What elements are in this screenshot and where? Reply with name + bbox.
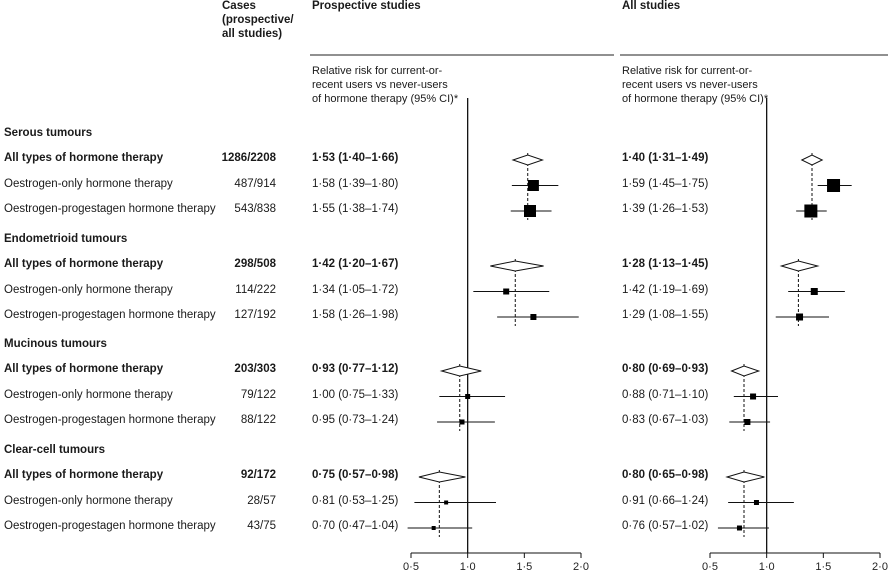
all-summary-diamond [779, 260, 820, 272]
all-studies-rr-ci-text: 0·88 (0·71–1·10) [622, 388, 709, 401]
all-studies-rr-ci-text: 1·42 (1·19–1·69) [622, 283, 709, 296]
cases-column-header: Cases (prospective/ all studies) [222, 0, 294, 40]
all-studies-rr-ci-text: 1·39 (1·26–1·53) [622, 203, 709, 215]
prosp-x-tick-label: 2·0 [573, 561, 589, 572]
row-label: Oestrogen-progestagen hormone therapy [4, 414, 216, 426]
prospective-rr-ci-text: 0·81 (0·53–1·25) [312, 494, 399, 507]
section-title: Serous tumours [4, 127, 93, 139]
all-studies-rr-ci-text: 0·80 (0·69–0·93) [622, 363, 709, 375]
prosp-point-estimate-square [527, 180, 539, 191]
prospective-rr-label: Relative risk for current-or- recent use… [312, 65, 459, 105]
row-label: Oestrogen-progestagen hormone therapy [4, 203, 216, 215]
row-label: Oestrogen-only hormone therapy [4, 283, 173, 296]
cases-value: 543/838 [234, 203, 276, 215]
all-summary-diamond [725, 471, 765, 483]
all-studies-rr-ci-text: 0·83 (0·67–1·03) [622, 414, 709, 426]
section-title: Endometrioid tumours [4, 233, 128, 245]
prosp-point-estimate-square [444, 500, 449, 505]
cases-value: 88/122 [240, 414, 276, 426]
cases-value: 487/914 [234, 177, 276, 190]
all-point-estimate-square [753, 500, 759, 505]
prosp-point-estimate-square [431, 526, 436, 530]
all-x-tick-label: 1·0 [759, 561, 775, 572]
all-studies-rr-ci-text: 1·59 (1·45–1·75) [622, 177, 709, 190]
prosp-point-estimate-square [465, 394, 471, 399]
all-summary-diamond [730, 365, 761, 377]
prosp-point-estimate-square [524, 205, 536, 217]
section-title: Clear-cell tumours [4, 444, 105, 456]
row-label: Oestrogen-only hormone therapy [4, 177, 173, 190]
cases-value: 114/222 [235, 283, 276, 296]
prospective-rr-ci-text: 1·58 (1·26–1·98) [312, 309, 399, 321]
prosp-summary-diamond [418, 471, 466, 483]
all-point-estimate-square [750, 393, 757, 400]
all-point-estimate-square [736, 525, 742, 531]
all-point-estimate-square [796, 313, 804, 321]
all-summary-diamond [800, 154, 824, 166]
cases-value: 92/172 [240, 469, 276, 481]
all-x-tick-label: 0·5 [702, 561, 718, 572]
row-label: Oestrogen-only hormone therapy [4, 388, 173, 401]
cases-value: 43/75 [247, 520, 276, 532]
prospective-rr-ci-text: 1·00 (0·75–1·33) [312, 388, 399, 401]
all-x-tick-label: 1·5 [815, 561, 831, 572]
all-point-estimate-square [804, 204, 818, 218]
cases-value: 1286/2208 [221, 152, 276, 164]
prosp-point-estimate-square [459, 419, 465, 425]
all-point-estimate-square [744, 419, 751, 425]
prospective-rr-ci-text: 0·75 (0·57–0·98) [312, 469, 399, 481]
prosp-x-tick-label: 0·5 [403, 561, 419, 572]
prospective-rr-ci-text: 0·70 (0·47–1·04) [312, 520, 399, 532]
all-studies-rr-ci-text: 0·80 (0·65–0·98) [622, 469, 709, 481]
prospective-rr-ci-text: 1·42 (1·20–1·67) [312, 258, 399, 270]
cases-value: 298/508 [234, 258, 276, 270]
row-label: Oestrogen-progestagen hormone therapy [4, 520, 216, 532]
row-label: All types of hormone therapy [4, 363, 164, 375]
prosp-summary-diamond [439, 365, 482, 377]
prosp-point-estimate-square [530, 314, 537, 320]
row-label: Oestrogen-progestagen hormone therapy [4, 309, 216, 321]
prospective-rr-ci-text: 1·34 (1·05–1·72) [312, 283, 399, 296]
all-studies-panel-title: All studies [622, 0, 681, 12]
row-label: All types of hormone therapy [4, 469, 164, 481]
prospective-rr-ci-text: 1·58 (1·39–1·80) [312, 177, 399, 190]
prospective-panel-title: Prospective studies [312, 0, 421, 12]
row-label: All types of hormone therapy [4, 152, 164, 164]
prosp-point-estimate-square [503, 288, 510, 295]
cases-value: 127/192 [234, 309, 276, 321]
all-x-tick-label: 2·0 [872, 561, 888, 572]
prospective-rr-ci-text: 0·93 (0·77–1·12) [312, 363, 399, 375]
cases-value: 203/303 [234, 363, 276, 375]
all-studies-rr-label: Relative risk for current-or- recent use… [622, 65, 769, 105]
section-title: Mucinous tumours [4, 338, 107, 350]
prosp-summary-diamond [490, 260, 544, 272]
prospective-rr-ci-text: 1·55 (1·38–1·74) [312, 203, 399, 215]
all-studies-rr-ci-text: 1·28 (1·13–1·45) [622, 258, 709, 270]
all-studies-rr-ci-text: 0·91 (0·66–1·24) [622, 494, 709, 507]
cases-value: 28/57 [247, 494, 276, 507]
all-studies-rr-ci-text: 1·29 (1·08–1·55) [622, 309, 709, 321]
prosp-x-tick-label: 1·5 [516, 561, 532, 572]
all-point-estimate-square [827, 179, 841, 192]
all-studies-rr-ci-text: 0·76 (0·57–1·02) [622, 520, 709, 532]
all-point-estimate-square [810, 288, 818, 295]
prosp-summary-diamond [511, 154, 545, 166]
prospective-rr-ci-text: 1·53 (1·40–1·66) [312, 152, 399, 164]
prosp-x-tick-label: 1·0 [460, 561, 476, 572]
all-studies-rr-ci-text: 1·40 (1·31–1·49) [622, 152, 709, 164]
cases-value: 79/122 [240, 388, 276, 401]
prospective-rr-ci-text: 0·95 (0·73–1·24) [312, 414, 399, 426]
row-label: Oestrogen-only hormone therapy [4, 494, 173, 507]
row-label: All types of hormone therapy [4, 258, 164, 270]
